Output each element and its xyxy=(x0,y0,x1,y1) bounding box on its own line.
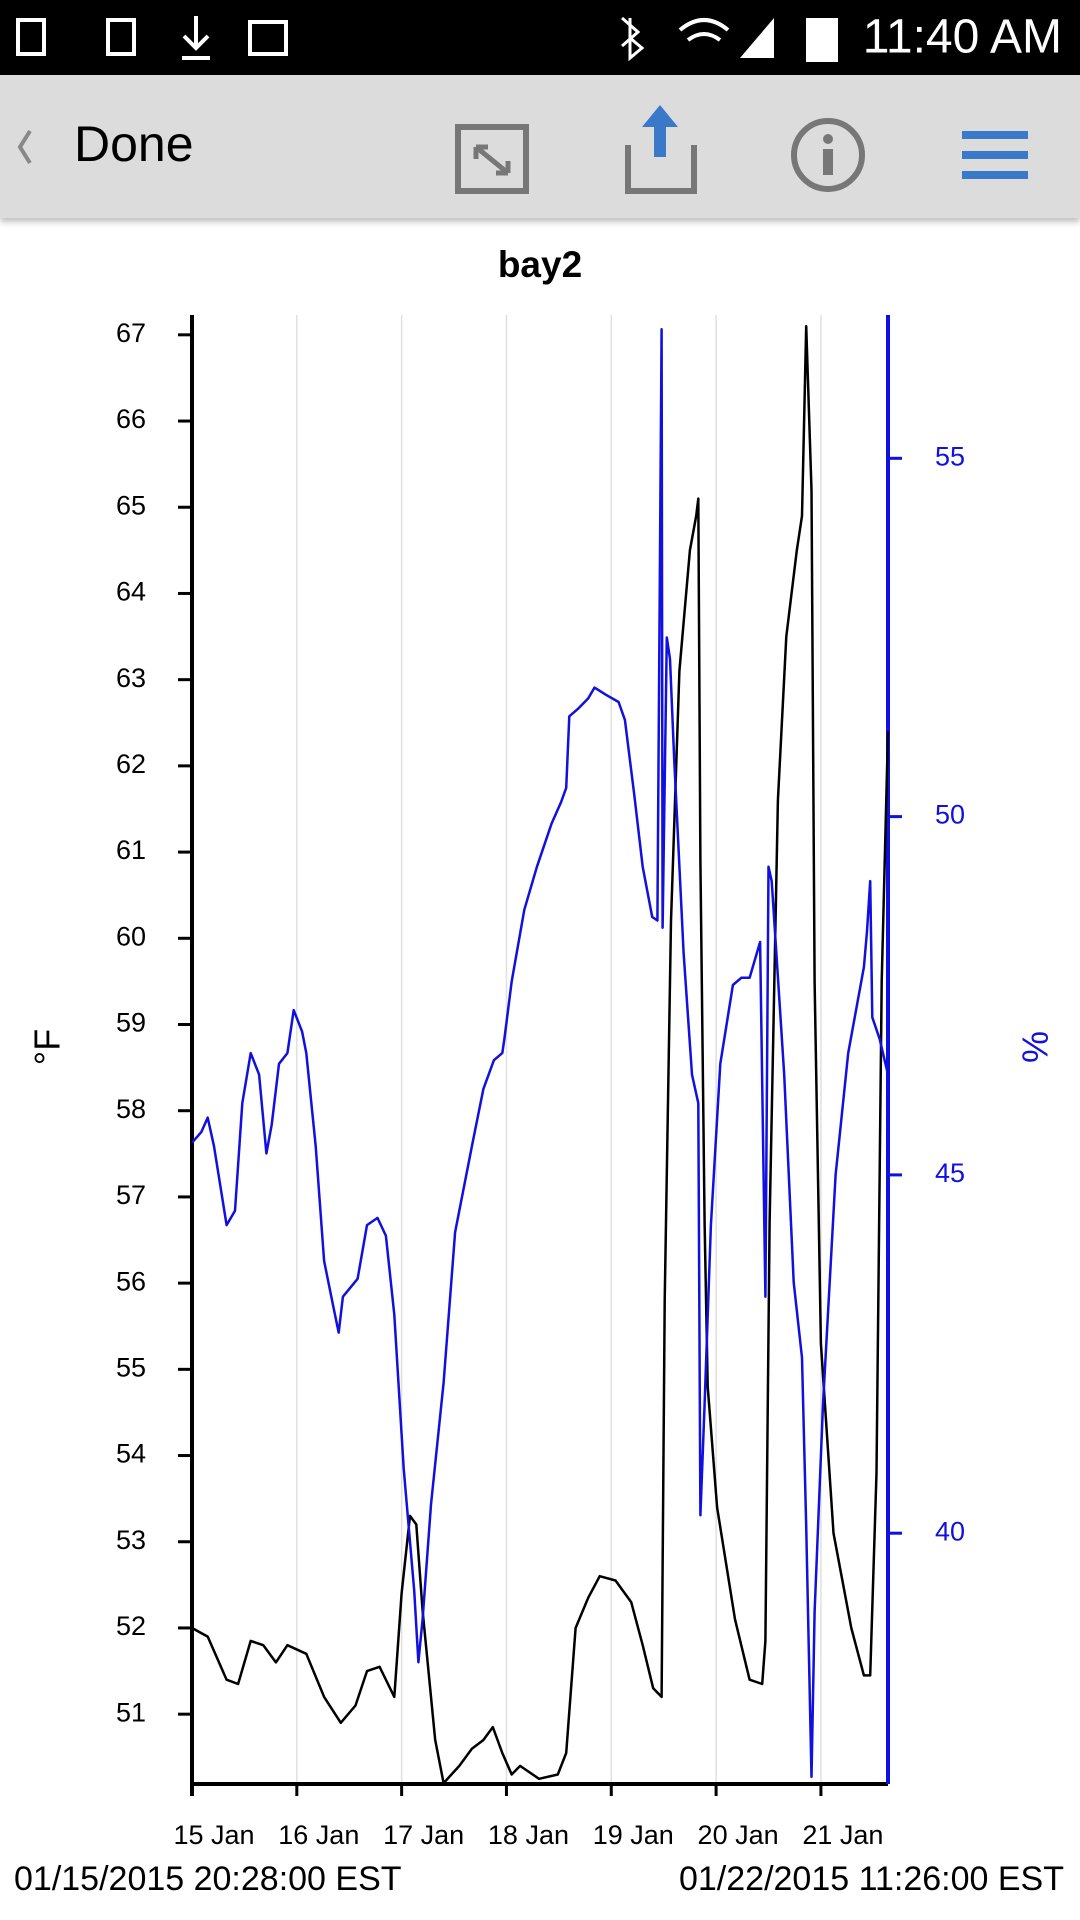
status-icons: 11:40 AM xyxy=(16,11,1062,64)
y-tick-label: 52 xyxy=(116,1611,146,1641)
x-tick-label: 15 Jan xyxy=(173,1820,254,1850)
y-tick-label: 63 xyxy=(116,663,146,693)
y-tick-label: 55 xyxy=(116,1352,146,1382)
footer-end: 01/22/2015 11:26:00 EST xyxy=(679,1860,1064,1898)
y-tick-label: 53 xyxy=(116,1525,146,1555)
y2-tick-label: 45 xyxy=(935,1158,965,1188)
x-tick-label: 18 Jan xyxy=(488,1820,569,1850)
y-axis-label: °F xyxy=(27,1029,68,1065)
toolbar: Done xyxy=(0,75,1080,218)
y-tick-label: 64 xyxy=(116,577,146,607)
menu-icon[interactable] xyxy=(962,131,1028,179)
x-tick-label: 17 Jan xyxy=(383,1820,464,1850)
x-tick-label: 20 Jan xyxy=(698,1820,779,1850)
fullscreen-icon[interactable] xyxy=(455,124,529,194)
y-tick-label: 62 xyxy=(116,749,146,779)
y-tick-label: 67 xyxy=(116,318,146,348)
chart: bay2 °F % 01/15/2015 20:28:00 EST 01/22/… xyxy=(14,244,1064,1898)
y-tick-label: 54 xyxy=(116,1439,146,1469)
y-tick-label: 65 xyxy=(116,490,146,520)
series-line xyxy=(191,328,890,1779)
share-icon[interactable] xyxy=(625,145,697,194)
y-tick-label: 51 xyxy=(116,1697,146,1727)
done-button[interactable]: Done xyxy=(74,116,194,172)
x-tick-label: 16 Jan xyxy=(278,1820,359,1850)
y-tick-label: 66 xyxy=(116,404,146,434)
y-tick-label: 56 xyxy=(116,1266,146,1296)
chart-title: bay2 xyxy=(498,244,582,285)
x-tick-label: 21 Jan xyxy=(802,1820,883,1850)
y2-tick-label: 50 xyxy=(935,800,965,830)
status-bar: 11:40 AM xyxy=(0,0,1080,75)
y-tick-label: 61 xyxy=(116,835,146,865)
y2-tick-label: 40 xyxy=(935,1516,965,1546)
footer-start: 01/15/2015 20:28:00 EST xyxy=(14,1860,402,1898)
info-icon[interactable] xyxy=(791,118,865,192)
y-tick-label: 60 xyxy=(116,921,146,951)
status-time: 11:40 AM xyxy=(863,11,1062,64)
x-tick-label: 19 Jan xyxy=(593,1820,674,1850)
toolbar-icons: Done xyxy=(17,105,1028,194)
y-tick-label: 57 xyxy=(116,1180,146,1210)
y2-tick-label: 55 xyxy=(935,441,965,471)
y-tick-label: 58 xyxy=(116,1094,146,1124)
y-tick-label: 59 xyxy=(116,1008,146,1038)
series-line xyxy=(191,324,890,1785)
y2-axis-label: % xyxy=(1014,1031,1055,1063)
